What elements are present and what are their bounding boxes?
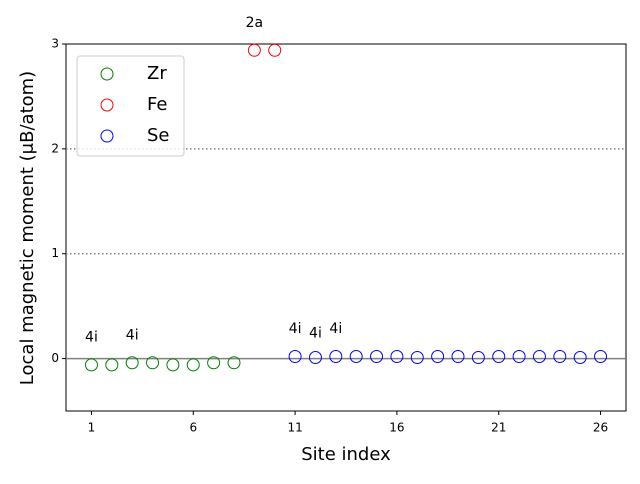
point (125, 356, 139, 370)
point (451, 349, 465, 363)
legend-label: Zr (147, 63, 167, 84)
point (247, 43, 261, 57)
point (207, 356, 221, 370)
point (492, 349, 506, 363)
x-axis-label: Site index (301, 444, 391, 465)
point (390, 349, 404, 363)
x-tick-label: 11 (287, 421, 302, 435)
point (268, 43, 282, 57)
point (410, 351, 424, 365)
y-tick-label: 1 (51, 246, 59, 260)
legend-marker (100, 67, 114, 81)
point (308, 351, 322, 365)
plot-frame (65, 43, 627, 412)
point (370, 349, 384, 363)
point (288, 349, 302, 363)
point (532, 349, 546, 363)
x-tick-label: 21 (491, 421, 506, 435)
point (186, 358, 200, 372)
legend-label: Fe (147, 94, 167, 115)
x-tick-label: 1 (88, 421, 96, 435)
annotation: 4i (85, 330, 98, 346)
point (471, 351, 485, 365)
point (594, 349, 608, 363)
y-tick-label: 3 (51, 37, 59, 51)
x-tick-label: 6 (189, 421, 197, 435)
annotation: 4i (126, 328, 139, 344)
legend-label: Se (147, 125, 170, 146)
x-tick-label: 16 (389, 421, 404, 435)
point (329, 349, 343, 363)
y-tick-label: 0 (51, 351, 59, 365)
point (166, 358, 180, 372)
point (349, 349, 363, 363)
point (573, 351, 587, 365)
legend-marker (100, 98, 114, 112)
point (146, 356, 160, 370)
point (84, 358, 98, 372)
point (431, 349, 445, 363)
annotation: 4i (309, 325, 322, 341)
annotation: 2a (246, 15, 264, 31)
y-tick-label: 2 (51, 141, 59, 155)
point (227, 356, 241, 370)
point (553, 349, 567, 363)
legend-marker (100, 129, 114, 143)
y-axis-label: Local magnetic moment (μB/atom) (17, 71, 38, 385)
annotation: 4i (289, 321, 302, 337)
point (512, 349, 526, 363)
annotation: 4i (329, 321, 342, 337)
point (105, 358, 119, 372)
x-tick-label: 26 (593, 421, 608, 435)
